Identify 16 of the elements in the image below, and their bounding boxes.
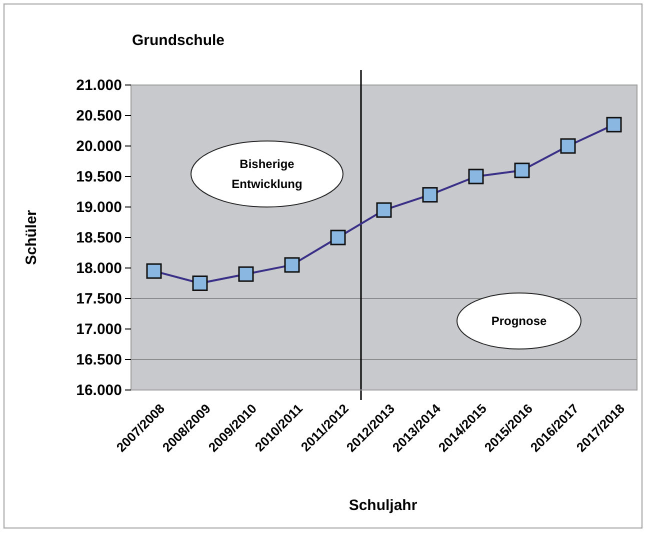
y-tick-label: 17.500: [76, 290, 122, 308]
y-tick-label: 19.500: [76, 168, 122, 186]
y-tick-label: 20.500: [76, 107, 122, 124]
y-tick-label: 19.000: [76, 198, 122, 216]
y-axis-title: Schüler: [23, 210, 40, 266]
y-tick-label: 18.000: [76, 260, 122, 277]
y-tick-label: 16.000: [76, 382, 122, 399]
y-tick-label: 17.000: [76, 320, 122, 338]
y-tick-label: 16.500: [76, 351, 122, 368]
y-tick-label: 21.000: [76, 76, 122, 94]
annotation: Prognose: [491, 314, 547, 328]
x-axis-title: Schuljahr: [348, 497, 418, 514]
y-tick-label: 18.500: [76, 229, 122, 246]
annotation: Bisherige Entwicklung: [232, 157, 302, 191]
y-tick-label: 20.000: [76, 138, 122, 155]
chart-title: Grundschule: [132, 32, 225, 49]
